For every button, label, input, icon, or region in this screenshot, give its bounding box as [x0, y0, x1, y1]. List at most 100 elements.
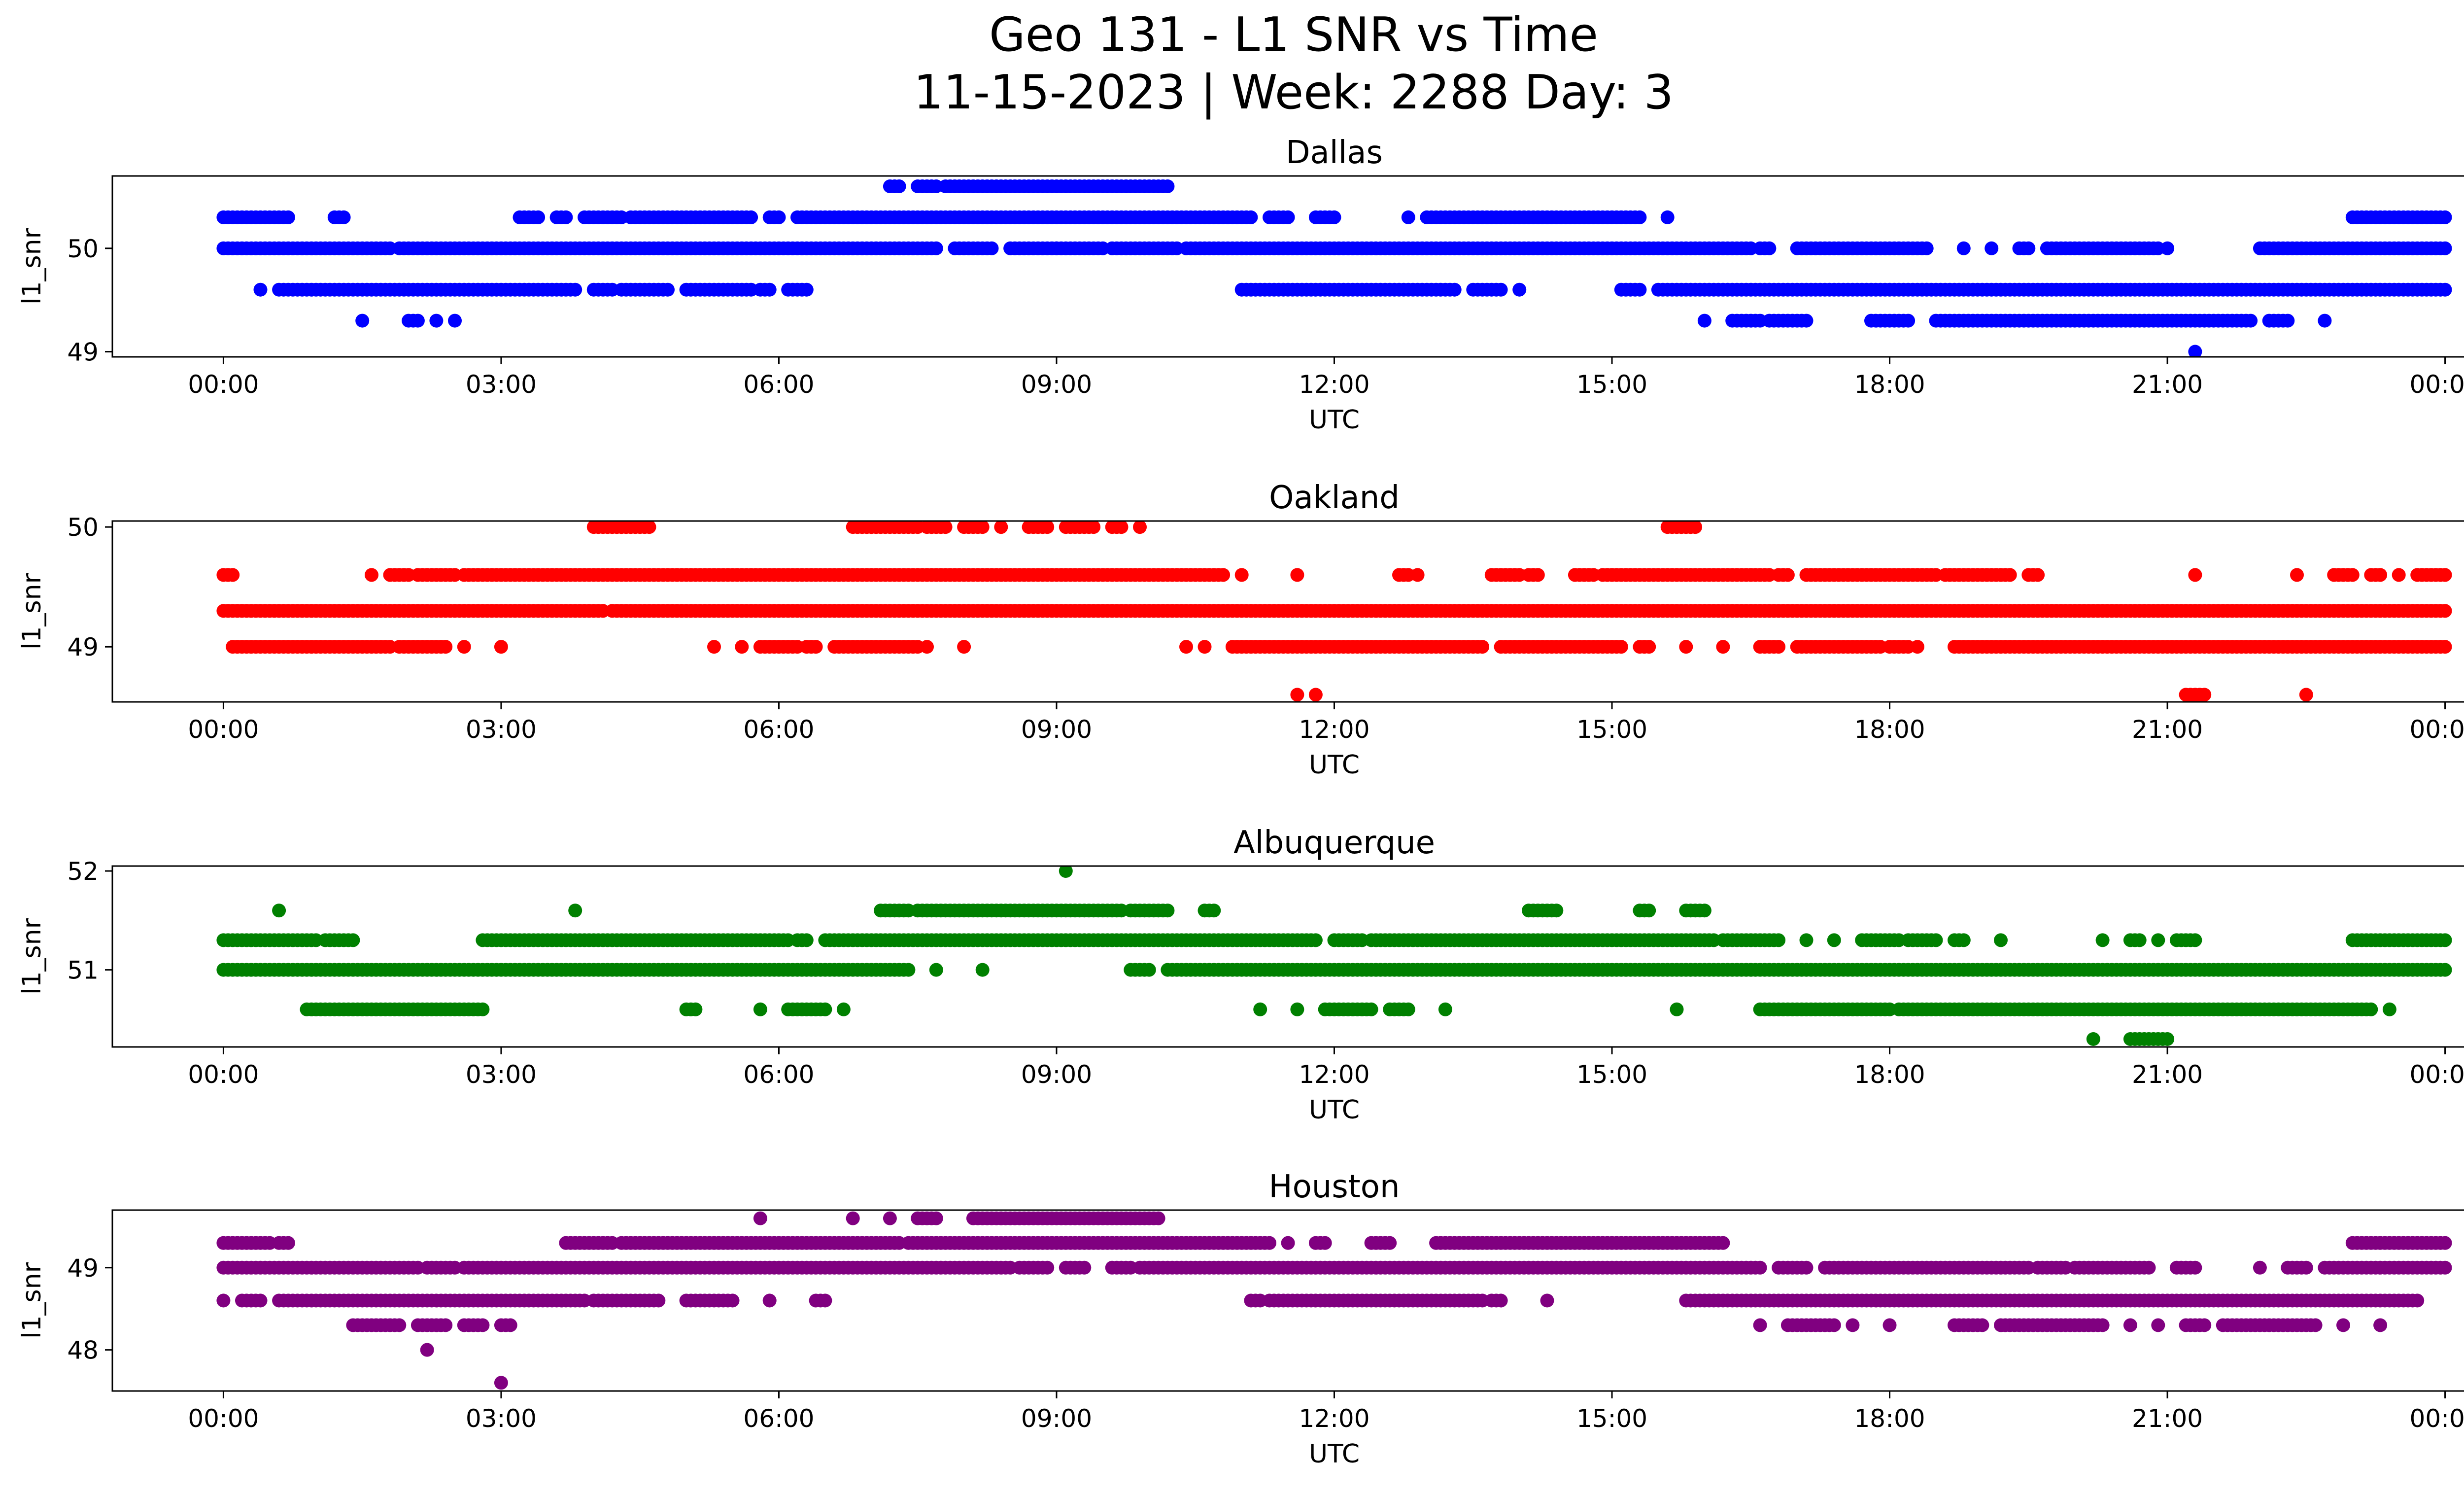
- houston-point: [1281, 1236, 1295, 1250]
- houston-point: [2336, 1318, 2350, 1332]
- dallas-point: [1956, 241, 1971, 255]
- oakland-x-tick-label: 03:00: [466, 715, 537, 744]
- houston-point: [1753, 1260, 1767, 1275]
- dallas-point: [281, 210, 295, 224]
- dallas-point: [1281, 210, 1295, 224]
- houston-point: [1040, 1260, 1055, 1275]
- dallas-point: [1401, 210, 1415, 224]
- dallas-y-tick-label: 50: [67, 235, 99, 263]
- dallas-x-tick-label: 09:00: [1021, 370, 1092, 399]
- dallas-y-axis-label: l1_snr: [17, 228, 47, 305]
- albuquerque-x-axis-label: UTC: [1309, 1095, 1360, 1125]
- dallas-point: [1494, 282, 1508, 297]
- houston-point: [2188, 1260, 2202, 1275]
- oakland-x-tick-label: 21:00: [2132, 715, 2203, 744]
- oakland-point: [2438, 640, 2452, 654]
- albuquerque-point: [1697, 904, 1711, 918]
- oakland-point: [975, 521, 990, 534]
- houston-y-tick-label: 49: [67, 1254, 99, 1283]
- dallas-point: [1512, 282, 1527, 297]
- dallas-x-axis-label: UTC: [1309, 405, 1360, 435]
- albuquerque-y-tick-label: 51: [67, 956, 99, 985]
- houston-y-axis-label: l1_snr: [17, 1262, 47, 1339]
- houston-point: [2095, 1318, 2110, 1332]
- dallas-point: [1901, 313, 1916, 328]
- albuquerque-point: [753, 1002, 767, 1016]
- dallas-point: [929, 241, 943, 255]
- houston-point: [1494, 1293, 1508, 1308]
- houston-point: [1827, 1318, 1841, 1332]
- houston-point: [846, 1211, 860, 1225]
- oakland-point: [1475, 640, 1489, 654]
- houston-point: [2253, 1260, 2267, 1275]
- albuquerque-point: [1401, 1002, 1415, 1016]
- houston-point: [2197, 1318, 2212, 1332]
- dallas-point: [1327, 210, 1341, 224]
- oakland-x-tick-label: 09:00: [1021, 715, 1092, 744]
- oakland-point: [2438, 568, 2452, 582]
- albuquerque-point: [2438, 933, 2452, 947]
- albuquerque-x-tick-label: 00:00: [2410, 1060, 2464, 1089]
- houston-point: [818, 1293, 832, 1308]
- houston-point: [2373, 1318, 2388, 1332]
- albuquerque-point: [2095, 933, 2110, 947]
- oakland-point: [2197, 688, 2212, 702]
- dallas-point: [2244, 313, 2258, 328]
- dallas-point: [1633, 210, 1647, 224]
- dallas-point: [253, 282, 268, 297]
- houston-point: [883, 1211, 897, 1225]
- albuquerque-point: [799, 933, 814, 947]
- oakland-point: [1679, 640, 1693, 654]
- oakland-point: [1642, 640, 1656, 654]
- houston-point: [1151, 1211, 1165, 1225]
- oakland-y-tick-label: 50: [67, 513, 99, 542]
- houston-x-tick-label: 09:00: [1021, 1404, 1092, 1433]
- oakland-panel-title: Oakland: [1269, 480, 1400, 516]
- houston-point: [1882, 1318, 1897, 1332]
- houston-point: [753, 1211, 767, 1225]
- oakland-point: [365, 568, 378, 582]
- oakland-x-tick-label: 00:00: [188, 715, 259, 744]
- oakland-point: [1198, 640, 1212, 654]
- houston-x-axis-label: UTC: [1309, 1439, 1360, 1469]
- albuquerque-y-tick-label: 52: [67, 857, 99, 886]
- oakland-point: [994, 521, 1008, 534]
- albuquerque-x-tick-label: 00:00: [188, 1060, 259, 1089]
- oakland-point: [1780, 568, 1795, 582]
- albuquerque-point: [688, 1002, 703, 1016]
- dallas-point: [2021, 241, 2036, 255]
- oakland-point: [809, 640, 823, 654]
- oakland-point: [1133, 521, 1147, 534]
- dallas-point: [1762, 241, 1777, 255]
- oakland-point: [1179, 640, 1193, 654]
- oakland-point: [1308, 688, 1323, 702]
- houston-point: [216, 1293, 231, 1308]
- oakland-point: [2373, 568, 2388, 582]
- dallas-x-tick-label: 21:00: [2132, 370, 2203, 399]
- dallas-x-tick-label: 00:00: [188, 370, 259, 399]
- dallas-point: [1161, 179, 1175, 193]
- dallas-point: [1799, 313, 1814, 328]
- albuquerque-x-tick-label: 15:00: [1576, 1060, 1647, 1089]
- dallas-point: [1244, 210, 1258, 224]
- oakland-point: [2290, 568, 2304, 582]
- albuquerque-point: [1642, 904, 1656, 918]
- figure-title-line2: 11-15-2023 | Week: 2288 Day: 3: [914, 66, 1674, 120]
- albuquerque-x-tick-label: 03:00: [466, 1060, 537, 1089]
- dallas-point: [448, 313, 462, 328]
- albuquerque-point: [568, 904, 582, 918]
- albuquerque-point: [346, 933, 360, 947]
- oakland-point: [1290, 688, 1304, 702]
- houston-point: [1975, 1318, 1989, 1332]
- dallas-point: [337, 210, 351, 224]
- albuquerque-point: [2132, 933, 2147, 947]
- albuquerque-x-tick-label: 12:00: [1299, 1060, 1369, 1089]
- oakland-point: [2188, 568, 2202, 582]
- oakland-points: [216, 521, 2452, 702]
- albuquerque-point: [1438, 1002, 1452, 1016]
- oakland-point: [1410, 568, 1425, 582]
- houston-point: [1799, 1260, 1814, 1275]
- oakland-x-tick-label: 12:00: [1299, 715, 1369, 744]
